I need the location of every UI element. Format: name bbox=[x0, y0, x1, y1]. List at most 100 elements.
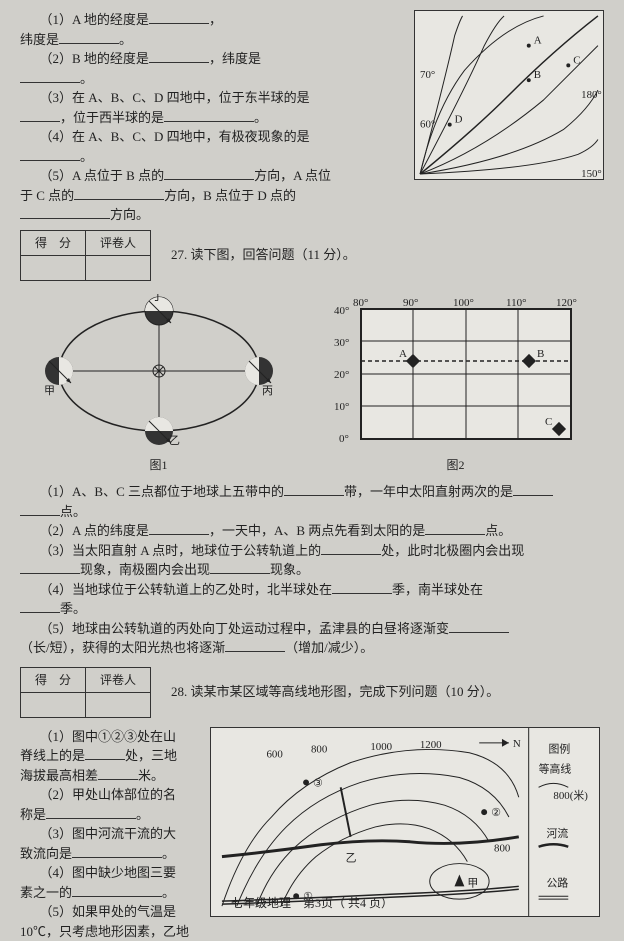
svg-text:丁: 丁 bbox=[152, 294, 163, 303]
score-col: 得 分 bbox=[21, 230, 86, 255]
t: （1）A、B、C 三点都位于地球上五带中的 bbox=[46, 484, 284, 499]
blank[interactable] bbox=[449, 619, 509, 633]
q27-title: 27. 读下图，回答问题（11 分）。 bbox=[171, 245, 356, 265]
svg-text:120°: 120° bbox=[556, 297, 577, 309]
blank[interactable] bbox=[425, 521, 485, 535]
svg-text:N: N bbox=[513, 737, 521, 749]
t: 于 C 点的 bbox=[20, 188, 74, 203]
svg-text:B: B bbox=[534, 69, 541, 81]
t: （5）A 点位于 B 点的 bbox=[46, 168, 164, 183]
t: （4）图中缺少地图三要 bbox=[46, 865, 176, 880]
score-cell[interactable] bbox=[86, 692, 151, 717]
blank[interactable] bbox=[59, 30, 119, 44]
svg-text:③: ③ bbox=[313, 777, 323, 789]
blank[interactable] bbox=[20, 502, 60, 516]
fig2-label: 图2 bbox=[331, 456, 581, 474]
blank[interactable] bbox=[20, 69, 80, 83]
blank[interactable] bbox=[20, 560, 80, 574]
t: （1）A 地的经度是 bbox=[46, 12, 149, 27]
t: （长/短），获得的太阳光热也将逐渐 bbox=[20, 640, 225, 655]
t: 处，此时北极圈内会出现 bbox=[381, 543, 524, 558]
svg-text:②: ② bbox=[491, 807, 501, 819]
blank[interactable] bbox=[74, 186, 164, 200]
svg-text:180°: 180° bbox=[581, 89, 602, 101]
svg-text:1200: 1200 bbox=[420, 738, 442, 750]
blank[interactable] bbox=[46, 805, 136, 819]
t: 方向。 bbox=[110, 207, 149, 222]
topo-map: 600 800 1000 1200 800 ① ② ③ 甲 乙 N 图例 等高线… bbox=[210, 727, 600, 923]
svg-text:800(米): 800(米) bbox=[553, 789, 588, 802]
svg-text:80°: 80° bbox=[353, 297, 368, 309]
page-footer: 七年级地理 第3页（ 共4 页） bbox=[0, 894, 624, 912]
blank[interactable] bbox=[149, 521, 209, 535]
blank[interactable] bbox=[513, 482, 553, 496]
blank[interactable] bbox=[20, 147, 80, 161]
svg-text:600: 600 bbox=[266, 748, 283, 760]
score-cell[interactable] bbox=[21, 255, 86, 280]
q27-figs: 丁 甲 丙 乙 图1 A B C 80 bbox=[20, 294, 604, 475]
svg-text:A: A bbox=[534, 35, 542, 47]
blank[interactable] bbox=[164, 166, 254, 180]
svg-text:90°: 90° bbox=[403, 297, 418, 309]
blank[interactable] bbox=[284, 482, 344, 496]
svg-text:800: 800 bbox=[311, 743, 328, 755]
svg-text:图例: 图例 bbox=[548, 741, 570, 755]
t: ， bbox=[209, 12, 222, 27]
t: ，一天中，A、B 两点先看到太阳的是 bbox=[209, 523, 425, 538]
q28-title: 28. 读某市某区域等高线地形图，完成下列问题（10 分）。 bbox=[171, 682, 499, 702]
t: 称是 bbox=[20, 807, 46, 822]
score-table: 得 分评卷人 bbox=[20, 667, 151, 718]
t: （1）图中①②③处在山 bbox=[46, 729, 176, 744]
q27-header: 得 分评卷人 27. 读下图，回答问题（11 分）。 bbox=[20, 225, 604, 286]
t: 方向，B 点位于 D 点的 bbox=[164, 188, 296, 203]
score-cell[interactable] bbox=[21, 692, 86, 717]
svg-text:10°: 10° bbox=[334, 401, 349, 413]
t: 现象。 bbox=[270, 562, 309, 577]
blank[interactable] bbox=[149, 49, 209, 63]
blank[interactable] bbox=[20, 205, 110, 219]
orbit-diagram: 丁 甲 丙 乙 图1 bbox=[44, 294, 274, 475]
t: （3）当太阳直射 A 点时，地球位于公转轨道上的 bbox=[46, 543, 321, 558]
svg-text:C: C bbox=[573, 54, 580, 66]
svg-text:A: A bbox=[399, 348, 407, 360]
blank[interactable] bbox=[98, 766, 138, 780]
blank[interactable] bbox=[85, 746, 125, 760]
t: 脊线上的是 bbox=[20, 748, 85, 763]
svg-text:甲: 甲 bbox=[467, 877, 478, 889]
svg-text:乙: 乙 bbox=[346, 851, 357, 864]
svg-text:C: C bbox=[545, 416, 552, 428]
svg-text:30°: 30° bbox=[334, 337, 349, 349]
svg-text:B: B bbox=[537, 348, 544, 360]
blank[interactable] bbox=[210, 560, 270, 574]
svg-text:D: D bbox=[455, 114, 463, 126]
svg-text:100°: 100° bbox=[453, 297, 474, 309]
blank[interactable] bbox=[20, 108, 60, 122]
blank[interactable] bbox=[321, 541, 381, 555]
blank[interactable] bbox=[149, 10, 209, 24]
t: （2）A 点的纬度是 bbox=[46, 523, 149, 538]
t: （4）当地球位于公转轨道上的乙处时，北半球处在 bbox=[46, 582, 332, 597]
svg-text:河流: 河流 bbox=[546, 825, 568, 839]
score-cell[interactable] bbox=[86, 255, 151, 280]
t: （4）在 A、B、C、D 四地中，有极夜现象的是 bbox=[46, 129, 310, 144]
svg-text:70°: 70° bbox=[420, 69, 435, 81]
t: 现象，南极圈内会出现 bbox=[80, 562, 210, 577]
svg-text:40°: 40° bbox=[334, 305, 349, 317]
t: 致流向是 bbox=[20, 846, 72, 861]
t: 季，南半球处在 bbox=[392, 582, 483, 597]
blank[interactable] bbox=[332, 580, 392, 594]
t: ，位于西半球的是 bbox=[60, 110, 164, 125]
blank[interactable] bbox=[20, 599, 60, 613]
t: 10℃，只考虑地形因素，乙地 bbox=[20, 924, 189, 939]
svg-text:110°: 110° bbox=[506, 297, 527, 309]
t: 纬度是 bbox=[20, 32, 59, 47]
t: 米。 bbox=[138, 768, 164, 783]
t: 点。 bbox=[485, 523, 511, 538]
blank[interactable] bbox=[225, 638, 285, 652]
t: 季。 bbox=[60, 601, 86, 616]
blank[interactable] bbox=[164, 108, 254, 122]
t: （增加/减少）。 bbox=[285, 640, 373, 655]
svg-text:等高线: 等高线 bbox=[539, 761, 572, 775]
blank[interactable] bbox=[72, 844, 162, 858]
t: 带，一年中太阳直射两次的是 bbox=[344, 484, 513, 499]
